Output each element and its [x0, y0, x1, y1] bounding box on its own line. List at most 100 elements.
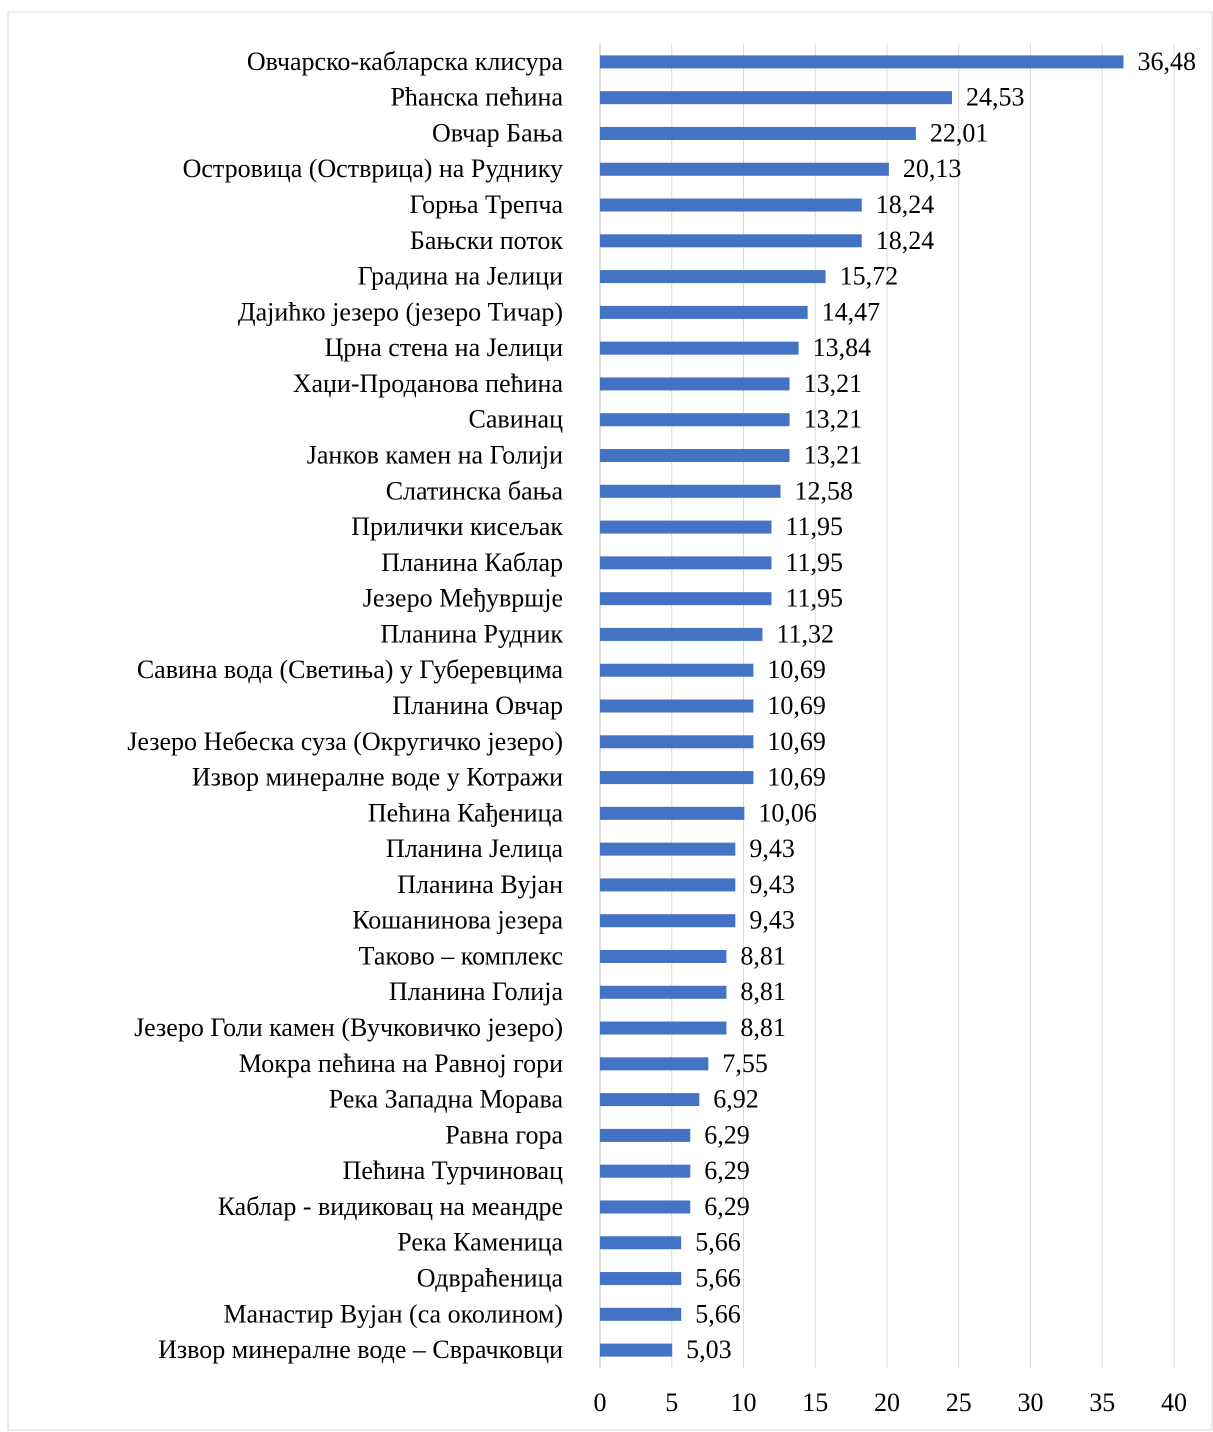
value-label: 12,58 — [795, 476, 854, 505]
y-tick-label: Планина Голија — [389, 977, 564, 1006]
value-label: 11,95 — [785, 548, 843, 577]
value-label: 5,03 — [686, 1335, 732, 1364]
value-label: 10,69 — [767, 655, 826, 684]
value-label: 14,47 — [822, 297, 881, 326]
bar — [600, 198, 862, 212]
bar — [600, 914, 736, 928]
y-tick-label: Бањски поток — [410, 226, 563, 255]
y-tick-label: Планина Вујан — [397, 870, 563, 899]
bar — [600, 1272, 682, 1286]
value-label: 20,13 — [903, 154, 962, 183]
value-label: 15,72 — [840, 262, 899, 291]
bar — [600, 592, 772, 606]
bar — [600, 985, 727, 999]
value-label: 10,69 — [767, 727, 826, 756]
bar — [600, 1093, 700, 1107]
value-label: 13,21 — [804, 369, 863, 398]
bar — [600, 1021, 727, 1035]
x-tick-label: 15 — [802, 1388, 828, 1417]
x-tick-label: 10 — [731, 1388, 757, 1417]
y-tick-label: Овчарско-кабларска клисура — [247, 47, 564, 76]
x-tick-label: 20 — [874, 1388, 900, 1417]
bar — [600, 1307, 682, 1321]
y-tick-label: Горња Трепча — [409, 190, 563, 219]
y-tick-label: Мокра пећина на Равној гори — [239, 1049, 563, 1078]
bar — [600, 305, 808, 319]
x-tick-label: 25 — [946, 1388, 972, 1417]
y-tick-label: Река Каменица — [397, 1228, 563, 1257]
y-tick-label: Равна гора — [445, 1120, 563, 1149]
x-tick-label: 30 — [1018, 1388, 1044, 1417]
y-tick-label: Река Западна Морава — [329, 1085, 564, 1114]
bar — [600, 55, 1124, 69]
x-tick-label: 40 — [1161, 1388, 1187, 1417]
value-label: 11,95 — [785, 512, 843, 541]
y-tick-label: Планина Јелица — [386, 834, 564, 863]
value-label: 9,43 — [749, 906, 795, 935]
y-tick-label: Планина Овчар — [392, 691, 563, 720]
y-tick-label: Прилички кисељак — [351, 512, 563, 541]
bar — [600, 484, 781, 498]
value-label: 6,29 — [704, 1120, 750, 1149]
y-tick-label: Пећина Турчиновац — [343, 1156, 564, 1185]
y-tick-label: Јанков камен на Голији — [307, 440, 563, 469]
x-tick-label: 35 — [1089, 1388, 1115, 1417]
bar — [600, 270, 826, 284]
bar — [600, 162, 889, 176]
bar — [600, 806, 745, 820]
y-tick-label: Језеро Небеска суза (Округичко језеро) — [127, 727, 563, 756]
value-label: 10,06 — [758, 798, 817, 827]
y-tick-label: Планина Каблар — [381, 548, 563, 577]
value-label: 18,24 — [876, 226, 935, 255]
y-tick-label: Манастир Вујан (са околином) — [223, 1299, 563, 1328]
bar — [600, 663, 754, 677]
y-tick-label: Овчар Бања — [432, 118, 563, 147]
bar — [600, 878, 736, 892]
bar — [600, 1057, 709, 1071]
y-tick-label: Рћанска пећина — [390, 83, 563, 112]
y-tick-label: Каблар - видиковац на меандре — [218, 1192, 563, 1221]
bar — [600, 341, 799, 355]
x-tick-label: 0 — [594, 1388, 607, 1417]
value-label: 6,29 — [704, 1192, 750, 1221]
bar — [600, 556, 772, 570]
value-label: 8,81 — [740, 941, 786, 970]
bar — [600, 771, 754, 785]
value-label: 7,55 — [722, 1049, 768, 1078]
bar — [600, 1343, 673, 1357]
y-tick-label: Слатинска бања — [386, 476, 564, 505]
value-label: 36,48 — [1137, 47, 1196, 76]
value-label: 11,95 — [785, 584, 843, 613]
bar — [600, 949, 727, 963]
y-tick-label: Островица (Остврица) на Руднику — [183, 154, 563, 183]
bar — [600, 842, 736, 856]
y-tick-label: Савинац — [469, 405, 564, 434]
value-label: 10,69 — [767, 691, 826, 720]
bar — [600, 627, 763, 641]
bar — [600, 413, 790, 427]
y-tick-label: Дајићко језеро (језеро Тичар) — [238, 297, 563, 326]
y-tick-label: Градина на Јелици — [358, 262, 563, 291]
bar — [600, 449, 790, 463]
value-label: 5,66 — [695, 1299, 741, 1328]
y-tick-label: Таково – комплекс — [359, 941, 563, 970]
value-label: 18,24 — [876, 190, 935, 219]
y-tick-label: Извор минералне воде у Котражи — [192, 763, 563, 792]
value-label: 10,69 — [767, 763, 826, 792]
value-label: 13,21 — [804, 440, 863, 469]
y-tick-label: Језеро Голи камен (Вучковичко језеро) — [134, 1013, 563, 1042]
bar — [600, 126, 916, 140]
value-label: 22,01 — [930, 118, 989, 147]
chart-frame — [7, 11, 1213, 1431]
y-tick-label: Хаџи-Проданова пећина — [293, 369, 564, 398]
y-tick-label: Планина Рудник — [380, 619, 563, 648]
y-tick-label: Одвраћеница — [417, 1264, 564, 1293]
bar — [600, 377, 790, 391]
value-label: 24,53 — [966, 83, 1025, 112]
bar — [600, 91, 953, 105]
value-label: 5,66 — [695, 1228, 741, 1257]
bar — [600, 699, 754, 713]
y-tick-label: Црна стена на Јелици — [325, 333, 564, 362]
value-label: 6,92 — [713, 1085, 759, 1114]
bar — [600, 1236, 682, 1250]
